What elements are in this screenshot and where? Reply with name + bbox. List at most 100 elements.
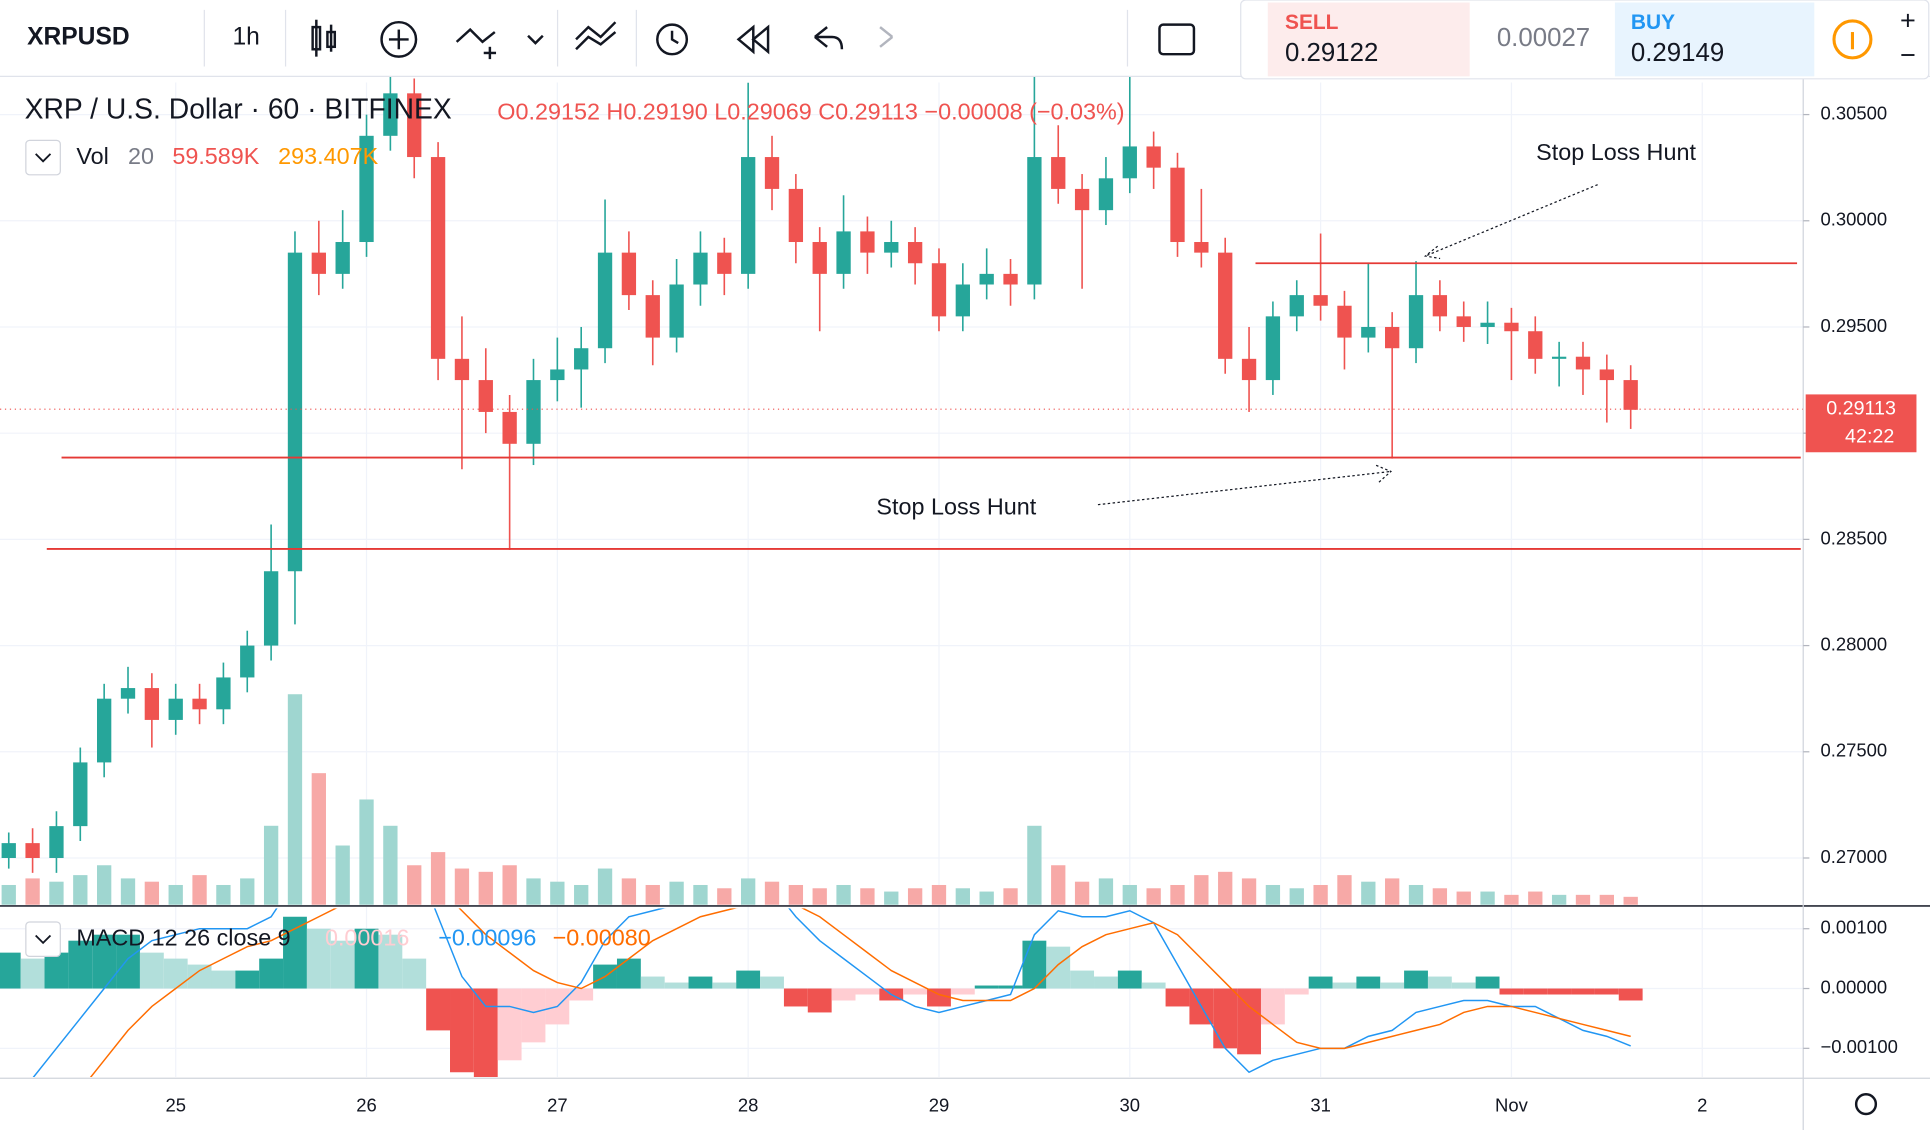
volume-bar [1218,871,1233,905]
macd-histogram-bar [378,934,403,989]
macd-histogram-bar [116,934,140,989]
macd-histogram-bar [1213,988,1238,1049]
candle-body [1170,167,1185,243]
candle-body [693,252,708,285]
macd-histogram-bar [521,988,546,1043]
macd-histogram-bar [235,970,260,989]
volume-bar [1361,881,1376,905]
volume-bar [1408,884,1424,905]
candle-body [764,157,780,189]
axes: 0.305000.300000.295000.290000.285000.280… [165,102,1917,1115]
symbol[interactable]: XRPUSD [27,24,130,51]
volume-label: Vol [76,143,108,169]
chart-title: XRP / U.S. Dollar · 60 · BITFINEX [25,92,452,124]
volume-bar [383,825,398,905]
y-tick-label: 0.30500 [1820,102,1887,123]
macd-label: MACD 12 26 close 9 [76,924,290,950]
candle-body [1337,305,1352,338]
candle-body [335,242,350,274]
last-price-label: 0.29113 [1826,397,1896,419]
candle-body [192,698,207,710]
volume-value: 59.589K [172,143,259,169]
signal-line [89,908,1631,1078]
y-tick-label: 0.30000 [1820,209,1887,230]
sell-button[interactable] [1267,2,1470,77]
chevron [35,153,52,163]
candle-body [287,252,303,572]
annotation: Stop Loss Hunt [876,494,1036,520]
macd-histogram-bar [1237,988,1261,1055]
volume-length: 20 [128,143,154,169]
macd-histogram-bar [1499,988,1524,995]
macd-histogram-bar [0,952,21,989]
volume-bar [717,888,732,905]
candle-body [884,242,899,253]
macd-hist-value: 0.00016 [325,924,409,950]
collapse-button[interactable] [25,921,61,958]
y-tick-label: 0.29500 [1820,315,1887,336]
macd-histogram-bar [402,958,427,989]
volume-bar [884,891,899,905]
candle-body [73,762,88,827]
volume-bar [478,871,493,905]
volume-bar [812,888,827,905]
volume-bar [693,884,708,905]
macd-histogram-bar [354,928,379,989]
candle-body [621,252,637,296]
volume-bar [1385,878,1400,905]
volume-bar [1480,891,1495,905]
annotation-arrow [1097,464,1393,506]
macd-histogram-bar [1094,976,1118,989]
zoom-out[interactable]: − [1900,39,1916,70]
macd-histogram-bar [44,952,69,989]
macd-histogram-bar [760,976,784,989]
settings-icon[interactable] [1854,1093,1878,1116]
candles [1,61,1638,873]
macd-histogram-bar [1356,976,1381,989]
candle-body [1289,295,1304,317]
volume-bar [1003,888,1018,905]
candle-body [1265,316,1281,381]
x-tick-label: 27 [547,1094,568,1115]
macd-histogram-bar [569,988,594,1001]
volume [1,694,1638,905]
macd-histogram-bar [68,940,93,989]
macd-histogram-bar [283,916,307,989]
volume-bar [621,878,637,905]
toolbar-icons[interactable] [311,19,1196,60]
candle-body [383,93,398,136]
candle-body [1003,273,1018,285]
interval[interactable]: 1h [232,24,259,51]
volume-bar [49,881,64,905]
macd-histogram-bar [1427,976,1452,989]
candle-body [550,369,565,381]
zoom-in[interactable]: + [1900,4,1916,35]
macd-histogram-bar [974,985,999,989]
volume-bar [240,878,255,905]
volume-bar [1504,894,1519,905]
macd-histogram-bar [1141,982,1166,989]
macd-histogram-bar [330,940,355,989]
macd-histogram-bar [1618,988,1643,1001]
candle-body [144,688,160,720]
candle-body [574,348,589,370]
collapse-button[interactable] [25,139,61,176]
volume-bar [1456,891,1471,905]
candle-body [120,688,136,699]
volume-bar [1146,888,1161,905]
macd-y-tick-label: 0.00000 [1820,976,1887,997]
candle-body [955,284,970,317]
candle-body [96,698,112,763]
buy-button[interactable] [1614,2,1815,77]
candle-body [597,252,613,349]
volume-bar [25,878,40,905]
macd-histogram-bar [1523,988,1548,995]
candle-body [454,358,470,381]
candle-body [49,826,64,858]
candle-body [1623,380,1638,410]
info-icon[interactable] [1832,19,1873,60]
volume-bar [860,888,875,905]
volume-bar [574,884,589,905]
